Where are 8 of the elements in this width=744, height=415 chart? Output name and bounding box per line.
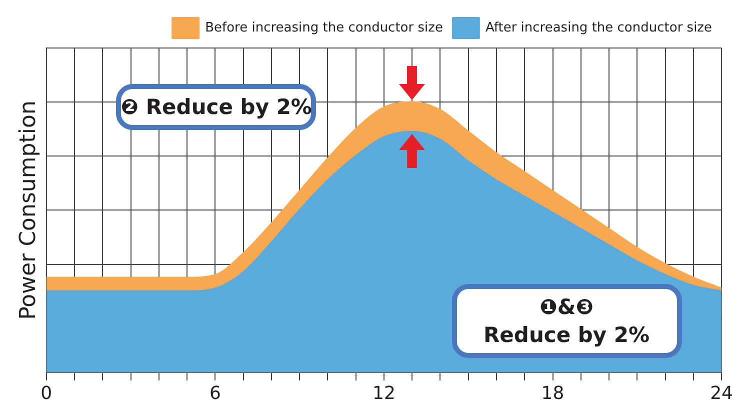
legend-label: After increasing the conductor size: [485, 20, 712, 36]
x-tick-label: 24: [710, 382, 733, 404]
x-tick-label: 0: [40, 382, 52, 404]
x-tick-label: 18: [541, 382, 564, 404]
legend-label: Before increasing the conductor size: [205, 20, 443, 36]
y-axis-title: Power Consumption: [16, 100, 41, 320]
x-tick-label: 12: [372, 382, 396, 404]
x-tick-label: 6: [209, 382, 221, 404]
